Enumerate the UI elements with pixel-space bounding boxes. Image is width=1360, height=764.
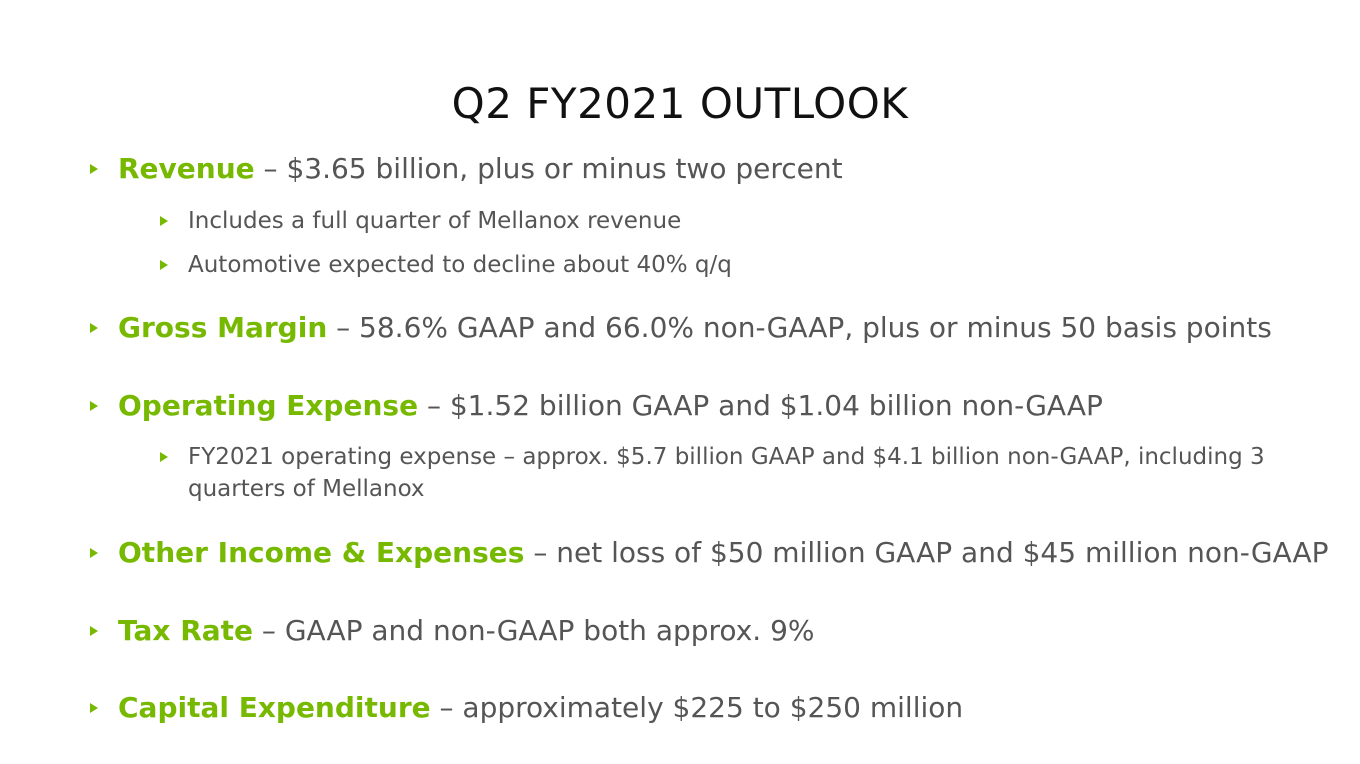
bullet-text: Revenue – $3.65 billion, plus or minus t… <box>118 152 1310 186</box>
bullet-detail: – GAAP and non-GAAP both approx. 9% <box>253 614 815 647</box>
sub-bullet-text: Automotive expected to decline about 40%… <box>188 252 732 278</box>
sub-bullet-fy2021-opex: FY2021 operating expense – approx. $5.7 … <box>160 441 1300 505</box>
bullet-text: Other Income & Expenses – net loss of $5… <box>118 536 1329 570</box>
bullet-revenue: Revenue – $3.65 billion, plus or minus t… <box>90 152 1310 186</box>
bullet-arrow-icon <box>90 164 98 174</box>
bullet-label: Capital Expenditure <box>118 691 431 724</box>
sub-bullet-arrow-icon <box>160 452 168 462</box>
bullet-text: Tax Rate – GAAP and non-GAAP both approx… <box>118 614 1310 648</box>
bullet-arrow-icon <box>90 548 98 558</box>
sub-bullet-mellanox-revenue: Includes a full quarter of Mellanox reve… <box>160 205 1300 237</box>
bullet-other-income-expenses: Other Income & Expenses – net loss of $5… <box>90 536 1329 570</box>
bullet-arrow-icon <box>90 401 98 411</box>
bullet-detail: – net loss of $50 million GAAP and $45 m… <box>524 536 1329 569</box>
bullet-detail: – $3.65 billion, plus or minus two perce… <box>254 152 843 185</box>
bullet-label: Tax Rate <box>118 614 254 647</box>
sub-bullet-arrow-icon <box>160 260 168 270</box>
bullet-gross-margin: Gross Margin – 58.6% GAAP and 66.0% non-… <box>90 311 1310 345</box>
sub-bullet-automotive: Automotive expected to decline about 40%… <box>160 249 1300 281</box>
bullet-label: Revenue <box>118 152 255 185</box>
sub-bullet-text: FY2021 operating expense – approx. $5.7 … <box>188 444 1265 502</box>
bullet-text: Operating Expense – $1.52 billion GAAP a… <box>118 389 1310 423</box>
bullet-tax-rate: Tax Rate – GAAP and non-GAAP both approx… <box>90 614 1310 648</box>
bullet-detail: – approximately $225 to $250 million <box>430 691 964 724</box>
bullet-operating-expense: Operating Expense – $1.52 billion GAAP a… <box>90 389 1310 423</box>
bullet-text: Gross Margin – 58.6% GAAP and 66.0% non-… <box>118 311 1310 345</box>
sub-bullet-text: Includes a full quarter of Mellanox reve… <box>188 208 682 234</box>
bullet-detail: – $1.52 billion GAAP and $1.04 billion n… <box>418 389 1103 422</box>
bullet-label: Gross Margin <box>118 311 328 344</box>
bullet-label: Other Income & Expenses <box>118 536 525 569</box>
bullet-capital-expenditure: Capital Expenditure – approximately $225… <box>90 691 1310 725</box>
bullet-text: Capital Expenditure – approximately $225… <box>118 691 1310 725</box>
bullet-arrow-icon <box>90 703 98 713</box>
bullet-label: Operating Expense <box>118 389 419 422</box>
sub-bullet-arrow-icon <box>160 216 168 226</box>
bullet-detail: – 58.6% GAAP and 66.0% non-GAAP, plus or… <box>327 311 1272 344</box>
bullet-arrow-icon <box>90 323 98 333</box>
bullet-arrow-icon <box>90 626 98 636</box>
slide-title: Q2 FY2021 OUTLOOK <box>451 79 909 128</box>
